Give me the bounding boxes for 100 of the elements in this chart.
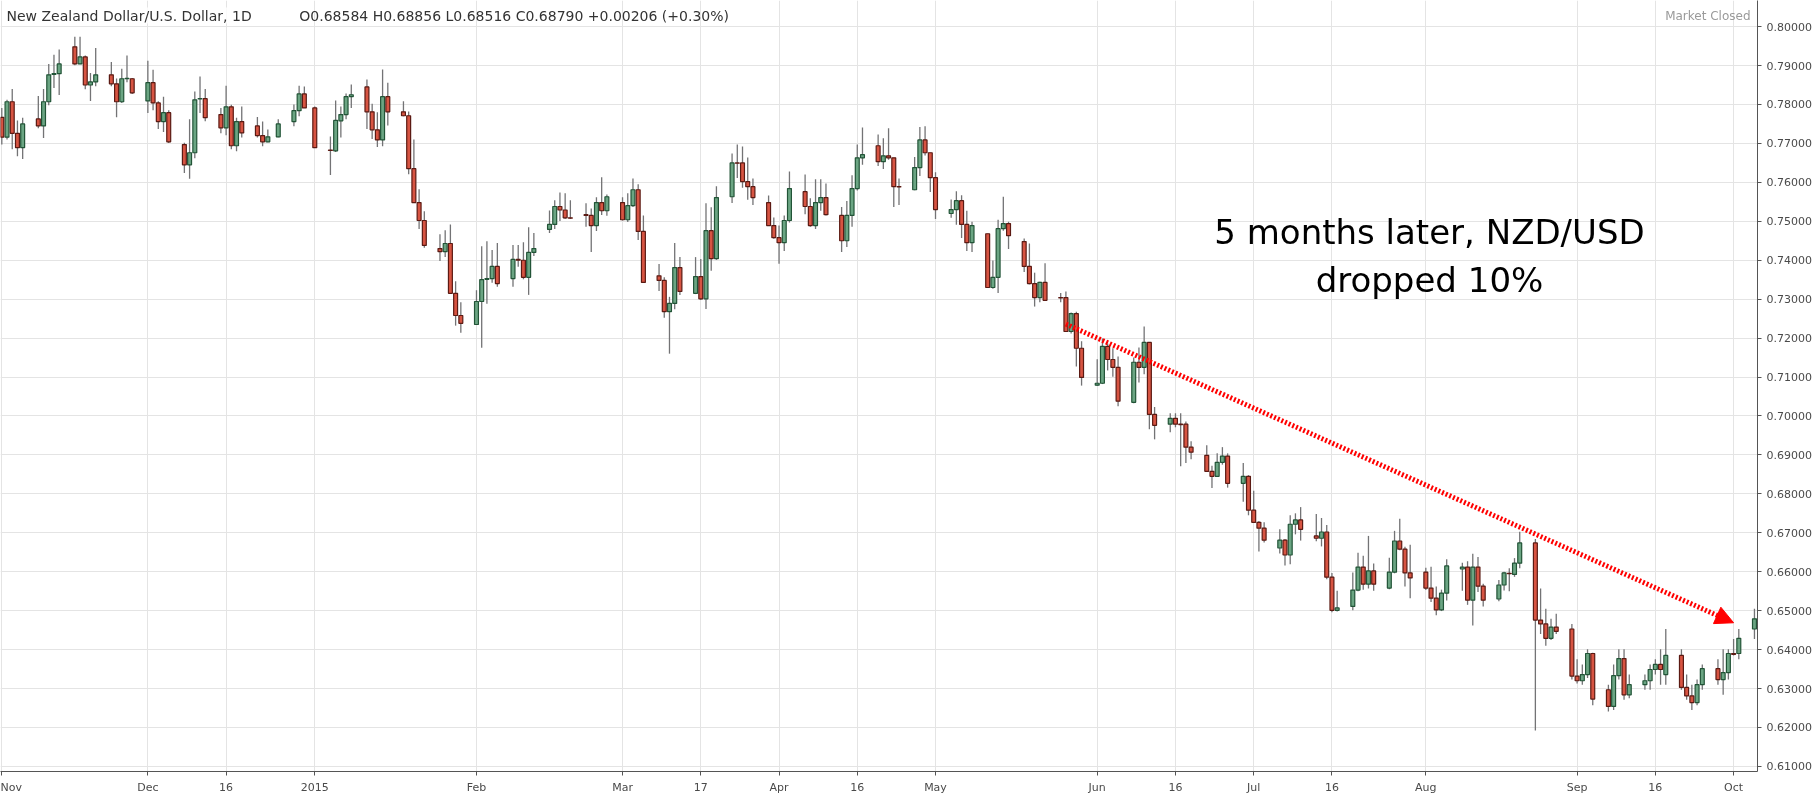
candlestick [160,96,167,133]
candlestick [604,193,610,217]
candlestick [812,178,819,230]
x-tick-label: Jun [1087,780,1106,794]
candlestick [953,190,959,226]
candlestick [1298,506,1304,542]
text: New Zealand Dollar/U.S. Dollar, 1D [6,7,252,24]
x-tick-label: Aug [1415,780,1437,794]
candlestick [510,244,516,288]
annotation: 5 months later, NZD/USD dropped 10% [1214,211,1645,300]
y-tick-label: 0.76000 [1766,176,1812,190]
candlestick [494,242,500,288]
candlestick [698,258,704,301]
y-tick-label: 0.67000 [1766,526,1812,540]
candlestick [1459,562,1465,592]
y-tick-label: 0.78000 [1766,98,1812,112]
x-tick-label: Oct [1724,780,1744,794]
candlestick [520,241,526,280]
candlestick [202,88,208,122]
x-tick-label: Apr [769,780,790,794]
candlestick [77,36,83,66]
y-tick-label: 0.71000 [1766,371,1812,385]
candlestick [1105,342,1111,372]
x-tick-label: Jul [1246,780,1261,794]
y-tick-label: 0.64000 [1766,643,1812,657]
y-tick-label: 0.73000 [1766,293,1812,307]
x-tick-label: Feb [466,780,487,794]
x-tick-label: Nov [0,780,23,794]
candlestick [35,95,41,129]
y-tick-label: 0.74000 [1766,254,1812,268]
x-tick-label: 16 [1648,780,1663,794]
candlestick [693,256,699,295]
x-tick-label: 2015 [300,780,329,794]
candlestick [1042,262,1048,301]
y-tick-label: 0.65000 [1766,604,1812,618]
x-tick-label: May [924,780,948,794]
candlestick [20,117,26,160]
x-tick-label: 17 [693,780,708,794]
candlestick [1282,538,1288,567]
x-tick-label: 16 [850,780,865,794]
y-tick-label: 0.61000 [1766,760,1812,774]
candlestick [1658,648,1664,686]
candlestick [619,196,626,222]
candlestick [437,233,443,262]
candlestick [969,221,975,253]
candlestick [1626,673,1632,699]
y-tick-label: 0.72000 [1766,332,1812,346]
y-tick-label: 0.79000 [1766,59,1812,73]
y-tick-label: 0.68000 [1766,487,1812,501]
candlestick [880,137,886,170]
x-tick-label: 16 [219,780,234,794]
candlestick [218,107,224,134]
candlestick [1277,528,1283,555]
candlestick [1240,462,1246,503]
candlestick [875,133,881,167]
y-tick-label: 0.62000 [1766,721,1812,735]
candlestick [72,36,78,66]
candlestick [546,209,553,234]
candlestick [739,145,746,189]
y-tick-label: 0.75000 [1766,215,1812,229]
candlestick [1605,684,1611,713]
candlestick [1318,517,1325,548]
y-tick-label: 0.70000 [1766,409,1812,423]
candlestick [1553,613,1559,635]
y-tick-label: 0.66000 [1766,565,1812,579]
candlestick [87,72,94,102]
candlestick [1725,648,1731,681]
candlestick [223,85,229,136]
x-tick-label: 16 [1324,780,1339,794]
candlestick [145,60,151,114]
candlestick [301,85,307,109]
candlestick [442,229,448,258]
x-tick-label: 16 [1168,780,1183,794]
candlestick [374,111,380,148]
candlestick [1584,648,1591,679]
candlestick [823,182,829,217]
candlestick [1360,555,1366,591]
candlestick [593,196,600,232]
x-tick-label: Dec [137,780,159,794]
y-tick-label: 0.69000 [1766,448,1812,462]
candlestick [1167,412,1173,433]
candlestick [599,176,605,216]
candlestick [1663,628,1669,686]
candlestick [567,199,573,220]
candlestick [1371,562,1377,592]
annotation: Market Closed [1665,8,1751,23]
candlestick [385,82,391,127]
y-tick-label: 0.63000 [1766,682,1812,696]
candlestick [1313,513,1319,543]
candlestick [1736,628,1742,660]
text: O0.68584 H0.68856 L0.68516 C0.68790 +0.00206 (+0.30%) [299,7,729,24]
candlestick [327,135,333,176]
y-tick-label: 0.77000 [1766,137,1812,151]
candlestick [677,256,683,296]
candlestick [1365,535,1372,590]
candlestick [1005,221,1012,250]
candlestick [1751,608,1758,640]
x-tick-label: Sep [1566,780,1588,794]
candlestick [1715,658,1721,686]
candlestick [239,105,245,139]
